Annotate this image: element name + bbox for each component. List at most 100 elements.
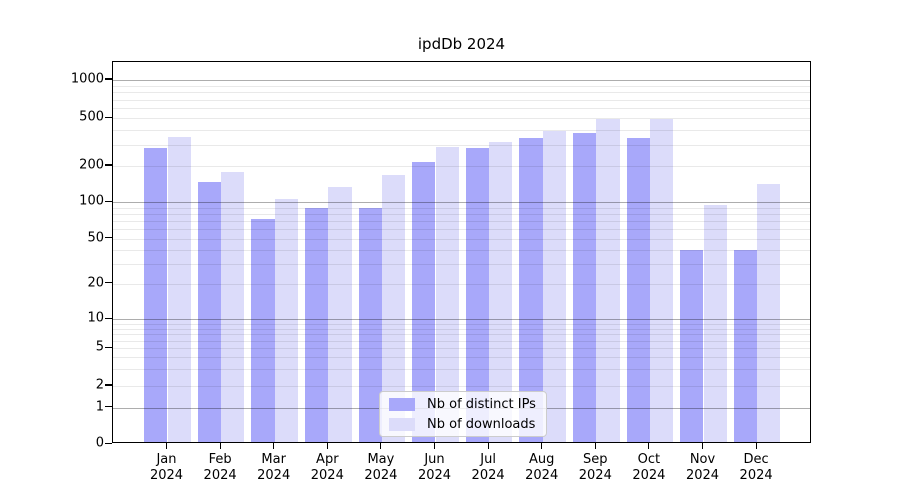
- gridline-minor: [113, 263, 810, 265]
- gridline-minor: [113, 99, 810, 101]
- gridline-major: [113, 202, 810, 204]
- y-tick-label: 0: [95, 435, 104, 451]
- bar-downloads: [274, 198, 299, 442]
- x-tick-label: Jan 2024: [150, 452, 183, 483]
- bar-distinct-ips: [519, 138, 543, 442]
- x-tick-label-line: 2024: [471, 467, 505, 483]
- y-tick: [105, 116, 112, 118]
- y-tick: [105, 317, 112, 319]
- x-tick-label-line: 2024: [257, 467, 291, 483]
- x-tick-label-line: 2024: [149, 467, 184, 483]
- bar-distinct-ips: [412, 162, 436, 442]
- y-tick: [105, 282, 112, 284]
- x-tick: [594, 443, 596, 450]
- legend-item-distinct-ips: Nb of distinct IPs: [389, 397, 537, 412]
- x-tick-label-line: Jul: [480, 452, 496, 467]
- gridline-major: [113, 319, 810, 321]
- x-tick-label-line: 2024: [364, 467, 398, 483]
- bar-distinct-ips: [251, 218, 275, 442]
- bar-distinct-ips: [197, 181, 222, 442]
- bar-distinct-ips: [680, 249, 704, 442]
- gridline-minor: [113, 328, 810, 330]
- legend-item-downloads: Nb of downloads: [389, 417, 537, 432]
- gridline-minor: [113, 108, 810, 110]
- legend-label-downloads: Nb of downloads: [427, 416, 536, 432]
- gridline-minor: [113, 249, 810, 251]
- x-tick-label-line: Feb: [208, 452, 232, 467]
- gridline-minor: [113, 323, 810, 325]
- x-tick-label-line: Sep: [583, 452, 608, 467]
- gridline-minor: [113, 334, 810, 336]
- gridline-minor: [113, 214, 810, 216]
- x-tick-label-line: Mar: [261, 452, 286, 467]
- x-tick-label: Feb 2024: [204, 452, 237, 483]
- y-tick-label: 500: [79, 109, 104, 125]
- chart-title: ipdDb 2024: [417, 35, 506, 53]
- x-tick: [433, 443, 436, 450]
- legend: Nb of distinct IPs Nb of downloads: [379, 391, 547, 437]
- y-tick: [105, 346, 112, 348]
- x-tick: [541, 443, 543, 450]
- gridline-minor: [113, 85, 810, 87]
- x-tick: [701, 443, 704, 450]
- x-tick: [380, 443, 382, 450]
- bar-distinct-ips: [626, 138, 650, 442]
- y-tick-label: 20: [87, 275, 104, 291]
- x-tick-label: May 2024: [364, 452, 397, 483]
- y-tick: [105, 164, 112, 166]
- bar-downloads: [489, 141, 513, 442]
- bar-downloads: [649, 119, 674, 442]
- x-tick-label: Jul 2024: [472, 452, 505, 483]
- x-tick-label: Apr 2024: [311, 452, 344, 483]
- bar-downloads: [381, 175, 406, 442]
- x-tick: [487, 443, 489, 450]
- y-tick-label: 200: [79, 157, 104, 173]
- x-tick-label-line: 2024: [632, 467, 666, 483]
- gridline-minor: [113, 283, 810, 285]
- x-tick-label-line: 2024: [525, 467, 559, 483]
- y-tick: [105, 442, 112, 444]
- gridline-minor: [113, 166, 810, 167]
- x-tick-label-line: Jun: [424, 452, 445, 467]
- x-tick-label-line: Jan: [156, 452, 177, 467]
- bar-downloads: [435, 146, 459, 442]
- grid-layer: [113, 62, 810, 442]
- x-tick-label: Mar 2024: [257, 452, 290, 483]
- x-tick: [648, 443, 650, 450]
- x-tick-label-line: 2024: [685, 467, 720, 483]
- x-tick-label-line: 2024: [578, 467, 612, 483]
- y-tick-label: 50: [87, 230, 104, 246]
- gridline-minor: [113, 229, 810, 231]
- bar-distinct-ips: [144, 148, 168, 442]
- gridline-minor: [113, 348, 810, 350]
- x-tick-label: Oct 2024: [632, 452, 665, 483]
- x-tick-label: Sep 2024: [579, 452, 612, 483]
- gridline-minor: [113, 144, 810, 146]
- gridline-minor: [113, 386, 810, 387]
- bar-downloads: [542, 130, 567, 442]
- y-tick: [105, 237, 112, 239]
- y-tick-label: 100: [79, 193, 104, 209]
- bars-layer: [113, 62, 810, 442]
- x-tick: [755, 443, 757, 450]
- x-tick: [165, 443, 168, 450]
- y-tick-label: 1000: [70, 71, 104, 87]
- bar-downloads: [328, 186, 352, 442]
- legend-swatch-downloads-icon: [389, 417, 415, 431]
- bar-downloads: [703, 204, 727, 442]
- gridline-minor: [113, 221, 810, 223]
- x-tick: [273, 443, 275, 450]
- y-tick-label: 2: [95, 377, 104, 393]
- y-tick-label: 1: [95, 399, 104, 415]
- bar-distinct-ips: [465, 147, 490, 442]
- bar-downloads: [167, 136, 191, 442]
- x-tick-label: Dec 2024: [740, 452, 773, 483]
- y-tick: [105, 78, 112, 80]
- x-tick: [326, 443, 328, 450]
- bar-distinct-ips: [572, 132, 597, 442]
- x-tick-label: Jun 2024: [418, 452, 451, 483]
- x-tick-label-line: Nov: [689, 452, 716, 467]
- bar-distinct-ips: [733, 249, 758, 442]
- gridline-major: [113, 80, 810, 81]
- gridline-minor: [113, 129, 810, 131]
